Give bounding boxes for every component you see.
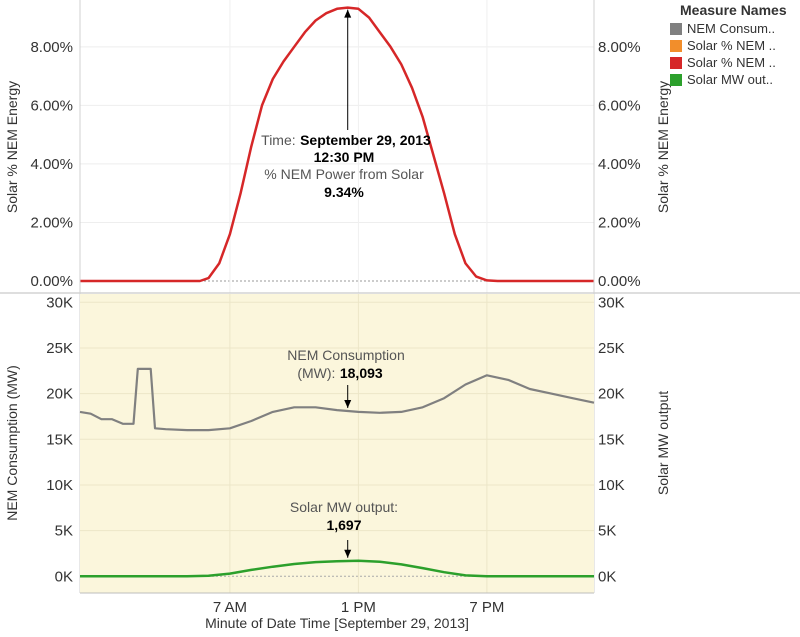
bottom-y-tick-right: 0K: [598, 568, 616, 585]
annotation-nem-arrowhead: [344, 400, 352, 409]
legend-item[interactable]: Solar % NEM ..: [670, 54, 800, 71]
bottom-y-tick-right: 15K: [598, 431, 625, 448]
x-tick-label: 1 PM: [341, 599, 376, 616]
bottom-y-tick-left: 25K: [46, 340, 73, 357]
bottom-y-tick-left: 30K: [46, 294, 73, 311]
annotation-solar-label: Solar MW output:: [290, 499, 398, 515]
legend-swatch: [670, 22, 682, 35]
top-axis-ticks: 0.00% 0.00% 2.00% 2.00% 4.00% 4.00% 6.00% 6.00%…: [30, 39, 640, 290]
tooltip-time-label: Time:: [261, 132, 295, 148]
top-y-tick-right: 2.00%: [598, 214, 641, 231]
bottom-y-axis-title-left: NEM Consumption (MW): [4, 365, 20, 521]
series-line-solar-mw[interactable]: [80, 559, 595, 578]
legend-item[interactable]: NEM Consum..: [670, 20, 800, 37]
bottom-y-tick-left: 15K: [46, 431, 73, 448]
top-y-tick-right: 6.00%: [598, 97, 641, 114]
legend-label: Solar % NEM ..: [687, 55, 776, 70]
tooltip-clock-value: 12:30 PM: [314, 149, 375, 165]
tooltip-time-value: September 29, 2013: [300, 132, 431, 148]
series-line-nem-consumption[interactable]: [79, 367, 595, 432]
top-y-tick-right: 4.00%: [598, 156, 641, 173]
top-y-tick-right: 0.00%: [598, 273, 641, 290]
bottom-series: [79, 367, 595, 578]
legend-items: NEM Consum.. Solar % NEM .. Solar % NEM ..…: [670, 20, 800, 88]
top-y-axis-title-left: Solar % NEM Energy: [4, 81, 20, 213]
bottom-y-tick-left: 5K: [55, 523, 73, 540]
bottom-y-tick-right: 5K: [598, 523, 616, 540]
bottom-plot-area: [80, 294, 594, 593]
bottom-y-tick-right: 20K: [598, 386, 625, 403]
top-y-tick-left: 8.00%: [30, 39, 73, 56]
legend: Measure Names NEM Consum.. Solar % NEM ..…: [670, 2, 800, 88]
legend-label: Solar % NEM ..: [687, 38, 776, 53]
bottom-axis-ticks: 0K 0K 5K 5K 10K 10K 15K 15K 20K 20K 25K 25K 30K 30K 7 …: [46, 294, 624, 616]
top-y-tick-right: 8.00%: [598, 39, 641, 56]
x-tick-label: 7 PM: [469, 599, 504, 616]
bottom-y-axis-title-right: Solar MW output: [655, 391, 671, 495]
top-series: [80, 6, 594, 283]
annotation-nem-line-2: (MW): 18,093: [297, 365, 383, 382]
x-axis-title: Minute of Date Time [September 29, 2013]: [205, 615, 469, 631]
top-y-tick-left: 4.00%: [30, 156, 73, 173]
bottom-y-tick-left: 20K: [46, 386, 73, 403]
annotation-solar-arrowhead: [344, 549, 352, 558]
annotation-solar-mw: Solar MW output: 1,697: [290, 499, 398, 558]
annotation-solar-value: 1,697: [326, 517, 361, 533]
legend-item[interactable]: Solar % NEM ..: [670, 37, 800, 54]
tooltip-line-1: Time: September 29, 2013: [261, 132, 431, 149]
tooltip-measure-value: 9.34%: [324, 184, 364, 200]
bottom-y-tick-right: 10K: [598, 477, 625, 494]
top-y-tick-left: 0.00%: [30, 273, 73, 290]
legend-swatch: [670, 39, 682, 52]
legend-item[interactable]: Solar MW out..: [670, 71, 800, 88]
top-plot-area: [80, 0, 594, 293]
legend-label: Solar MW out..: [687, 72, 773, 87]
legend-title: Measure Names: [680, 2, 787, 18]
legend-label: NEM Consum..: [687, 21, 776, 36]
legend-swatch: [670, 56, 682, 69]
bottom-y-tick-right: 25K: [598, 340, 625, 357]
tooltip-solar-percent: Time: September 29, 2013 12:30 PM % NEM …: [261, 9, 431, 200]
bottom-y-tick-left: 0K: [55, 568, 73, 585]
x-tick-label: 7 AM: [213, 599, 247, 616]
tooltip-arrowhead: [344, 9, 352, 18]
tooltip-measure-label: % NEM Power from Solar: [264, 166, 424, 182]
annotation-nem-value: 18,093: [340, 365, 383, 381]
legend-swatch: [670, 73, 682, 86]
series-line-solar-percent[interactable]: [80, 6, 594, 283]
bottom-y-tick-left: 10K: [46, 477, 73, 494]
bottom-y-tick-right: 30K: [598, 294, 625, 311]
top-y-tick-left: 6.00%: [30, 97, 73, 114]
annotation-nem-label-2: (MW):: [297, 365, 335, 381]
top-y-axis-title-right: Solar % NEM Energy: [655, 81, 671, 213]
annotation-nem-consumption: NEM Consumption (MW): 18,093: [287, 347, 405, 409]
annotation-nem-label: NEM Consumption: [287, 347, 405, 363]
top-y-tick-left: 2.00%: [30, 214, 73, 231]
